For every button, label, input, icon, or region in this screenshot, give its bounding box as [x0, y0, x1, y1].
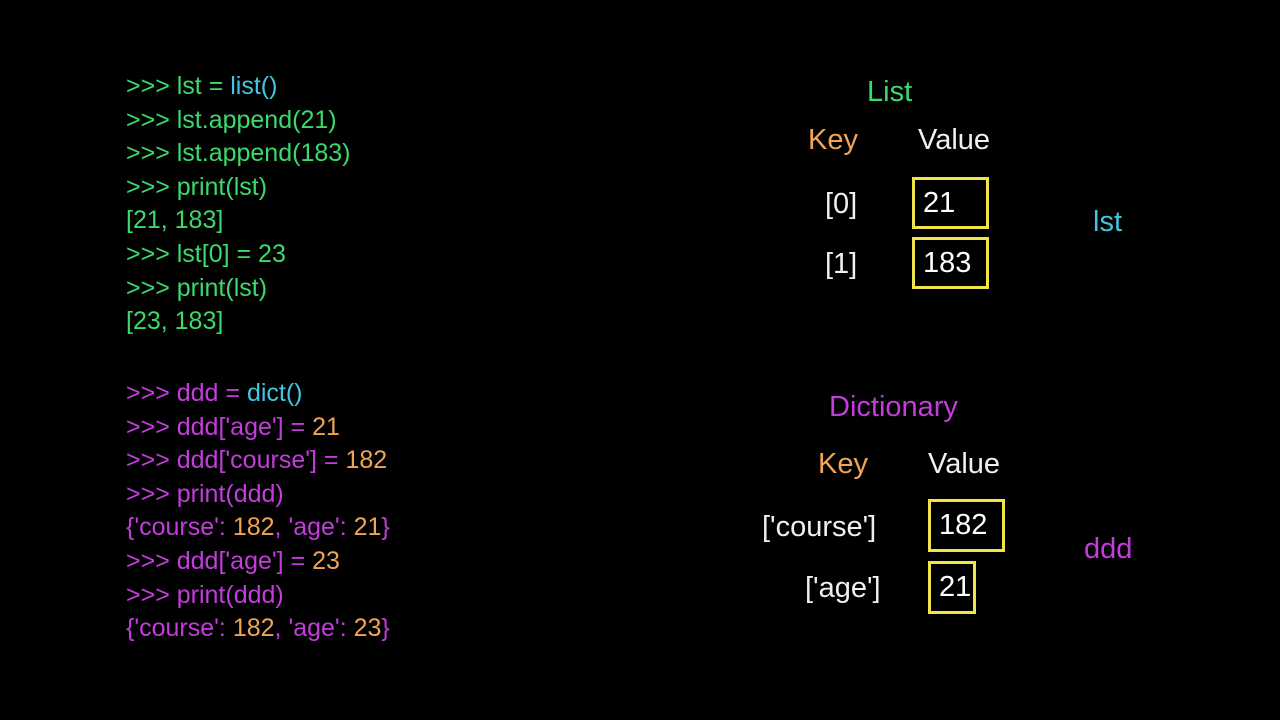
code-dict-token: 23: [353, 614, 382, 643]
code-dict-token: ddd['age'] =: [176, 412, 313, 441]
code-dict-line: >>> ddd = dict(): [126, 377, 390, 411]
code-dict-token: }: [381, 513, 390, 542]
dict-value-1: 21: [939, 571, 972, 603]
code-dict-token: 23: [312, 546, 340, 575]
list-variable-name: lst: [1093, 206, 1122, 238]
code-list-token: list(): [230, 72, 278, 100]
code-list-token: print(: [176, 172, 234, 201]
code-dict-token: , 'age':: [274, 614, 354, 643]
code-dict-token: 21: [312, 412, 340, 441]
code-list-token: >>>: [126, 139, 177, 168]
list-diagram-title: List: [867, 76, 913, 108]
dict-variable-name: ddd: [1084, 533, 1133, 565]
code-dict-token: ddd =: [176, 379, 247, 407]
code-dict-token: , 'age':: [274, 513, 354, 542]
dict-code-block: >>> ddd = dict() >>> ddd['age'] = 21 >>> d…: [126, 377, 390, 646]
code-list-line: >>> print(lst): [126, 272, 350, 306]
dict-key-header: Key: [818, 448, 868, 480]
code-dict-token: >>>: [126, 412, 177, 441]
code-list-line: >>> print(lst): [126, 171, 350, 205]
code-dict-line: {'course': 182, 'age': 21}: [126, 511, 390, 545]
code-list-token: >>>: [126, 172, 177, 201]
code-dict-line: >>> print(ddd): [126, 478, 390, 512]
code-dict-token: ddd['age'] =: [176, 546, 313, 575]
dict-key-1: ['age']: [805, 572, 881, 604]
code-list-token: lst[0] = 23: [176, 239, 286, 268]
dict-diagram-title: Dictionary: [829, 391, 958, 423]
code-dict-token: dict(): [246, 379, 303, 407]
dict-key-0: ['course']: [762, 511, 877, 543]
code-dict-token: 21: [353, 513, 382, 542]
code-dict-token: >>>: [126, 379, 177, 407]
code-list-line: >>> lst[0] = 23: [126, 238, 350, 272]
dict-value-box-1: 21: [928, 561, 976, 614]
dict-value-header: Value: [928, 448, 1001, 480]
code-dict-token: 182: [232, 614, 275, 643]
code-dict-token: 182: [345, 446, 388, 475]
code-dict-line: {'course': 182, 'age': 23}: [126, 612, 390, 646]
code-list-line: [23, 183]: [126, 305, 350, 339]
code-list-token: >>>: [126, 273, 177, 302]
code-dict-line: >>> print(ddd): [126, 579, 390, 613]
code-dict-token: >>>: [126, 446, 177, 475]
code-list-token: [23, 183]: [126, 307, 224, 336]
list-key-1: [1]: [825, 248, 858, 280]
code-dict-token: >>>: [126, 479, 177, 508]
code-list-token: ): [258, 273, 268, 302]
code-list-token: lst.append(183): [176, 139, 351, 168]
code-list-token: [21, 183]: [126, 206, 224, 235]
code-list-token: ): [258, 172, 268, 201]
code-dict-token: >>>: [126, 580, 177, 609]
code-dict-token: >>>: [126, 546, 177, 575]
dict-value-box-0: 182: [928, 499, 1005, 552]
code-list-line: [21, 183]: [126, 204, 350, 238]
code-list-token: lst: [233, 273, 259, 302]
code-list-line: >>> lst = list(): [126, 70, 350, 104]
code-list-token: >>>: [126, 239, 177, 268]
list-key-0: [0]: [825, 188, 858, 220]
list-value-1: 183: [923, 246, 972, 279]
code-list-token: lst =: [176, 72, 231, 100]
code-list-token: >>>: [126, 72, 177, 100]
code-list-line: >>> lst.append(183): [126, 137, 350, 171]
list-code-block: >>> lst = list() >>> lst.append(21) >>> ls…: [126, 70, 350, 339]
list-value-box-0: 21: [912, 177, 989, 229]
code-dict-token: print(ddd): [176, 580, 284, 609]
code-dict-line: >>> ddd['course'] = 182: [126, 444, 390, 478]
list-value-0: 21: [923, 186, 956, 219]
code-list-token: >>>: [126, 105, 177, 134]
list-key-header: Key: [808, 124, 858, 156]
code-list-token: print(: [176, 273, 234, 302]
list-value-header: Value: [918, 124, 991, 156]
code-list-token: lst.append(21): [176, 105, 337, 134]
list-value-box-1: 183: [912, 237, 989, 289]
code-dict-token: print(ddd): [176, 479, 284, 508]
code-list-line: >>> lst.append(21): [126, 104, 350, 138]
code-dict-token: }: [381, 614, 390, 643]
code-dict-line: >>> ddd['age'] = 21: [126, 411, 390, 445]
code-dict-token: 182: [232, 513, 275, 542]
code-dict-line: >>> ddd['age'] = 23: [126, 545, 390, 579]
code-dict-token: {'course':: [126, 614, 233, 643]
code-list-token: lst: [233, 172, 259, 201]
dict-value-0: 182: [939, 509, 988, 541]
code-dict-token: ddd['course'] =: [176, 446, 346, 475]
code-dict-token: {'course':: [126, 513, 233, 542]
